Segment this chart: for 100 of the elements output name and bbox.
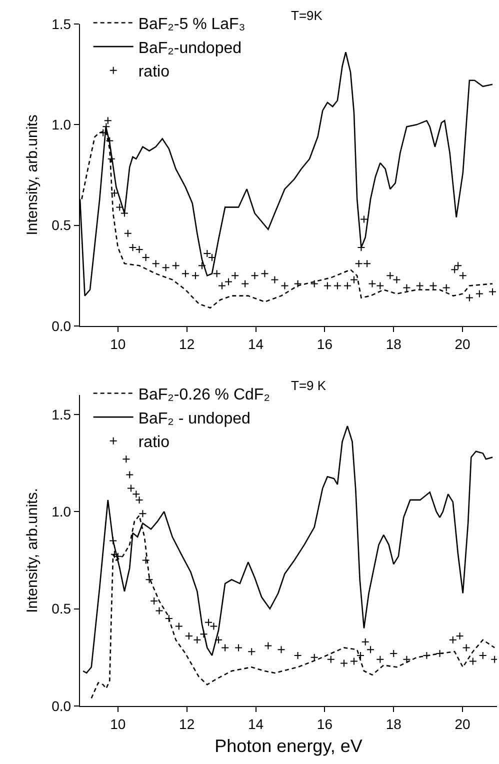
point [294, 280, 302, 288]
x-tick-label: 14 [248, 716, 264, 732]
point [110, 550, 118, 558]
point [416, 282, 424, 290]
point [174, 622, 183, 630]
point [350, 276, 358, 284]
point [164, 614, 173, 623]
x-tick-label: 12 [179, 336, 195, 352]
y-tick-label: 1.0 [52, 504, 72, 520]
point [145, 576, 154, 584]
point [250, 272, 259, 280]
point [248, 648, 256, 656]
y-tick-label: 1.5 [52, 406, 72, 422]
legend-label: BaF₂-5 % LaF₃ [138, 16, 246, 34]
point [458, 272, 467, 280]
point [478, 651, 487, 660]
y-tick-label: 1.5 [52, 16, 72, 32]
y-tick-label: 0.5 [52, 600, 72, 617]
point [114, 552, 122, 560]
point [368, 280, 376, 288]
point [488, 288, 497, 296]
point [326, 655, 335, 664]
point [231, 272, 240, 280]
point [104, 116, 112, 125]
point [340, 659, 348, 668]
point [376, 282, 384, 290]
point [357, 243, 366, 252]
point [402, 655, 411, 664]
x-tick-label: 20 [454, 716, 471, 732]
point [366, 646, 375, 654]
text: T=9K [291, 8, 323, 23]
point [361, 638, 370, 646]
legend-label: BaF₂-undoped [138, 40, 242, 57]
point [350, 657, 358, 666]
point [468, 657, 477, 666]
point [323, 282, 332, 290]
point [333, 282, 342, 290]
y-axis-title: Intensity, arb.units. [24, 488, 41, 613]
y-tick-label: 0.5 [52, 217, 72, 234]
point [462, 644, 470, 652]
point [214, 636, 223, 644]
y-tick-label: 0.0 [52, 318, 72, 334]
point [475, 290, 484, 298]
legend-label: BaF₂ - undoped [138, 410, 250, 428]
point [241, 280, 250, 288]
point [402, 284, 411, 292]
x-tick-label: 20 [454, 336, 471, 352]
x-tick-label: 14 [248, 336, 264, 352]
legend-label: ratio [138, 64, 170, 81]
point [363, 260, 372, 268]
y-tick-label: 0.0 [52, 698, 72, 714]
x-tick-label: 16 [316, 336, 333, 352]
point [310, 653, 318, 662]
x-tick-label: 12 [179, 716, 195, 732]
point [172, 262, 180, 270]
point [260, 270, 269, 278]
point [294, 651, 302, 660]
x-tick-label: 18 [386, 716, 402, 732]
point [200, 630, 208, 638]
point [191, 272, 200, 280]
y-tick-label: 1.0 [52, 116, 72, 133]
point [106, 136, 114, 145]
point [386, 272, 394, 280]
point [122, 455, 130, 464]
point [198, 262, 206, 270]
point [150, 597, 158, 606]
point [450, 266, 459, 274]
point [110, 189, 118, 198]
point [270, 276, 279, 284]
x-tick-label: 18 [386, 336, 402, 352]
legend-label: ratio [138, 434, 170, 452]
point [356, 651, 365, 660]
point [221, 644, 230, 652]
point [107, 154, 116, 163]
point [442, 284, 450, 292]
point [124, 229, 132, 238]
x-tick-label: 10 [110, 716, 126, 732]
point [456, 632, 464, 640]
point [360, 215, 368, 224]
x-axis-title: Photon energy, eV [214, 736, 362, 756]
point [390, 650, 398, 658]
text: T=9 K [291, 378, 326, 393]
point [454, 262, 462, 270]
point [448, 636, 457, 644]
point [181, 270, 190, 278]
point [354, 260, 363, 268]
point [392, 276, 401, 284]
point [142, 556, 150, 564]
point [436, 650, 444, 658]
point [310, 280, 318, 288]
point [193, 636, 202, 644]
point [155, 606, 164, 615]
point [138, 510, 147, 518]
point [212, 270, 221, 278]
point [218, 282, 226, 290]
point [184, 632, 193, 640]
point [277, 646, 286, 654]
point [422, 651, 431, 660]
x-tick-label: 10 [110, 336, 126, 352]
point [162, 264, 170, 272]
